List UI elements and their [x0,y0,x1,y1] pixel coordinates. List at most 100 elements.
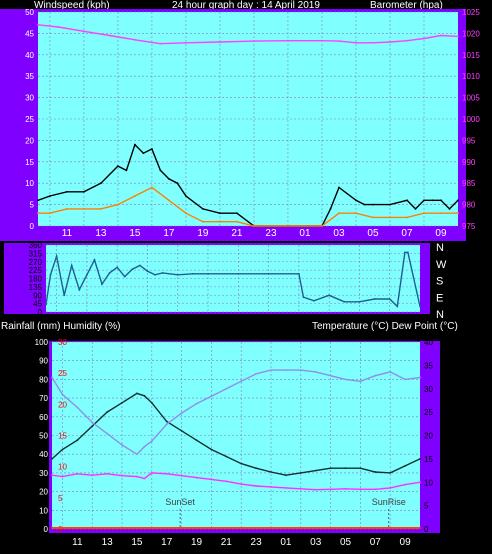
data-point [83,190,85,193]
y-tick-label: 35 [25,72,34,81]
y-tick-label: 90 [33,291,42,300]
data-point [49,195,51,197]
x-tick-label: 21 [221,537,233,548]
data-point [121,444,123,446]
y-tick-label: 5 [30,201,35,210]
data-point [374,488,377,491]
data-point [358,300,361,303]
y-tick-label: 15 [25,158,34,167]
y2-tick-label: 995 [462,136,476,145]
y2-tick-label: 0 [424,525,429,534]
data-point [123,275,126,278]
data-point [117,203,119,206]
data-point [146,270,149,272]
data-point [329,467,332,470]
series-wind-gust-kph- [37,143,459,227]
data-point [76,472,79,475]
y2-tick-label: 1015 [462,51,480,60]
x-tick-label: 07 [370,537,382,548]
data-point [388,298,391,300]
data-point [143,445,146,448]
data-point [195,439,198,442]
data-point [298,272,300,275]
data-point [57,26,60,28]
data-point [61,475,64,478]
y-tick-label: 30 [25,94,34,103]
data-point [302,296,305,298]
x-tick-label: 19 [197,228,209,239]
data-point [255,467,257,470]
data-point [91,421,94,424]
compass-label: N [436,242,444,254]
data-point [299,487,302,490]
x-tick-label: 11 [62,228,73,239]
y-tick-label: 315 [29,249,43,258]
data-point [236,220,238,223]
data-point [404,465,406,467]
x-tick-label: 11 [72,537,83,548]
y2-tick-label: 25 [424,408,433,417]
data-point [142,152,145,155]
data-point [168,199,170,202]
data-point [55,255,58,258]
data-point [355,199,357,202]
data-point [359,380,362,383]
data-point [136,392,138,395]
rain-tick-label: 10 [58,463,67,472]
data-point [108,272,111,274]
data-point [344,378,347,381]
data-point [78,288,81,291]
x-tick-label: 05 [367,228,379,239]
y2-tick-label: 30 [424,385,433,394]
x-tick-label: 17 [161,537,173,548]
chart-title: 24 hour graph day : 14 April 2019 [172,0,320,11]
data-point [219,220,221,223]
data-point [419,527,421,529]
data-point [91,425,94,427]
data-point [419,376,421,379]
data-point [159,42,162,45]
data-point [419,481,421,484]
data-point [225,455,228,458]
data-point [240,483,243,485]
data-point [45,303,47,306]
data-point [108,34,111,37]
data-point [93,259,96,261]
y-tick-label: 45 [33,300,42,309]
data-point [86,273,88,276]
data-point [270,471,272,473]
data-point [338,186,340,189]
data-point [423,37,425,40]
y-tick-label: 50 [25,8,34,17]
rain-tick-label: 30 [58,338,67,347]
data-point [287,39,289,42]
data-point [270,486,272,488]
data-point [344,487,347,490]
data-point [150,401,153,404]
data-point [414,208,417,210]
data-point [372,41,374,44]
compass-label: N [436,309,444,321]
data-point [66,208,68,210]
data-point [210,448,213,451]
data-point [117,165,119,168]
data-point [151,148,153,150]
data-point [210,395,213,398]
data-point [440,212,442,215]
y2-tick-label: 15 [424,455,433,464]
data-point [404,251,406,254]
data-point [359,488,362,491]
y-tick-label: 0 [30,222,35,231]
data-point [219,41,221,43]
data-point [51,458,53,460]
data-point [389,487,392,489]
data-point [139,264,141,267]
x-tick-label: 21 [231,228,243,239]
wind-axis-label: Windspeed (kph) [34,0,110,11]
data-point [150,472,153,474]
data-point [131,268,134,271]
data-point [219,212,221,215]
y-tick-label: 270 [29,258,43,267]
data-point [314,371,317,373]
